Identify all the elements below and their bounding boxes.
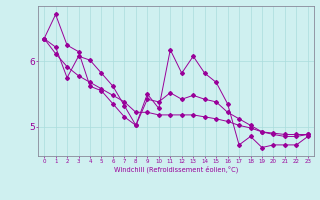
X-axis label: Windchill (Refroidissement éolien,°C): Windchill (Refroidissement éolien,°C) [114,165,238,173]
